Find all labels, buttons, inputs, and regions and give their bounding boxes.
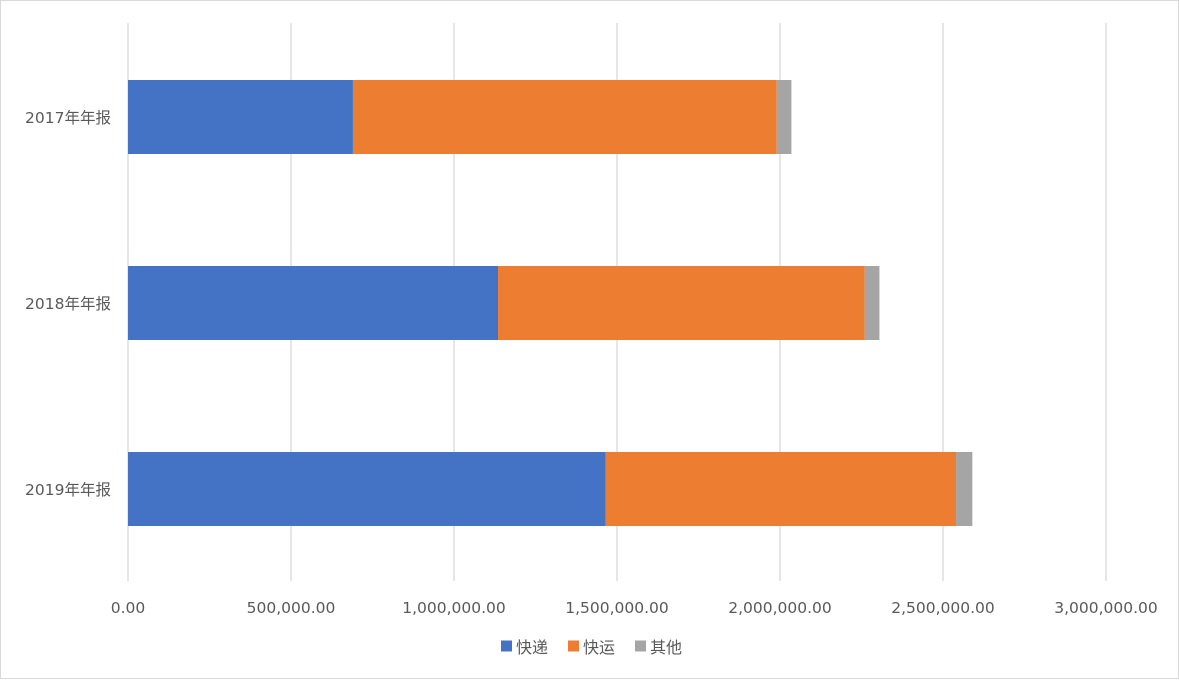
bar-segment [128, 452, 606, 526]
y-axis-categories: 2017年年报 2018年年报 2019年年报 [25, 109, 111, 499]
bar-segment [352, 80, 777, 154]
x-axis-ticks: 0.00 500,000.00 1,000,000.00 1,500,000.00 2,… [111, 599, 1158, 617]
x-tick-label: 500,000.00 [247, 599, 336, 617]
bar-segment [864, 266, 880, 340]
legend-label: 快递 [516, 638, 548, 657]
legend-label: 快运 [583, 638, 615, 657]
x-tick-label: 2,000,000.00 [728, 599, 832, 617]
bar-segment [128, 80, 353, 154]
legend-swatch [635, 640, 646, 652]
legend-swatch [568, 640, 579, 652]
x-tick-label: 1,000,000.00 [402, 599, 506, 617]
bars [128, 80, 973, 526]
bar-segment [605, 452, 957, 526]
x-tick-label: 1,500,000.00 [565, 599, 669, 617]
x-tick-label: 0.00 [111, 599, 146, 617]
legend-label: 其他 [650, 638, 682, 657]
x-tick-label: 3,000,000.00 [1054, 599, 1158, 617]
x-tick-label: 2,500,000.00 [891, 599, 995, 617]
bar-segment [128, 266, 499, 340]
y-category-label: 2017年年报 [25, 109, 111, 127]
bar-segment [776, 80, 792, 154]
bar-segment [498, 266, 865, 340]
bar-segment [956, 452, 973, 526]
y-category-label: 2018年年报 [25, 295, 111, 313]
legend-swatch [501, 640, 512, 652]
y-category-label: 2019年年报 [25, 481, 111, 499]
legend: 快递 快运 其他 [501, 638, 682, 657]
